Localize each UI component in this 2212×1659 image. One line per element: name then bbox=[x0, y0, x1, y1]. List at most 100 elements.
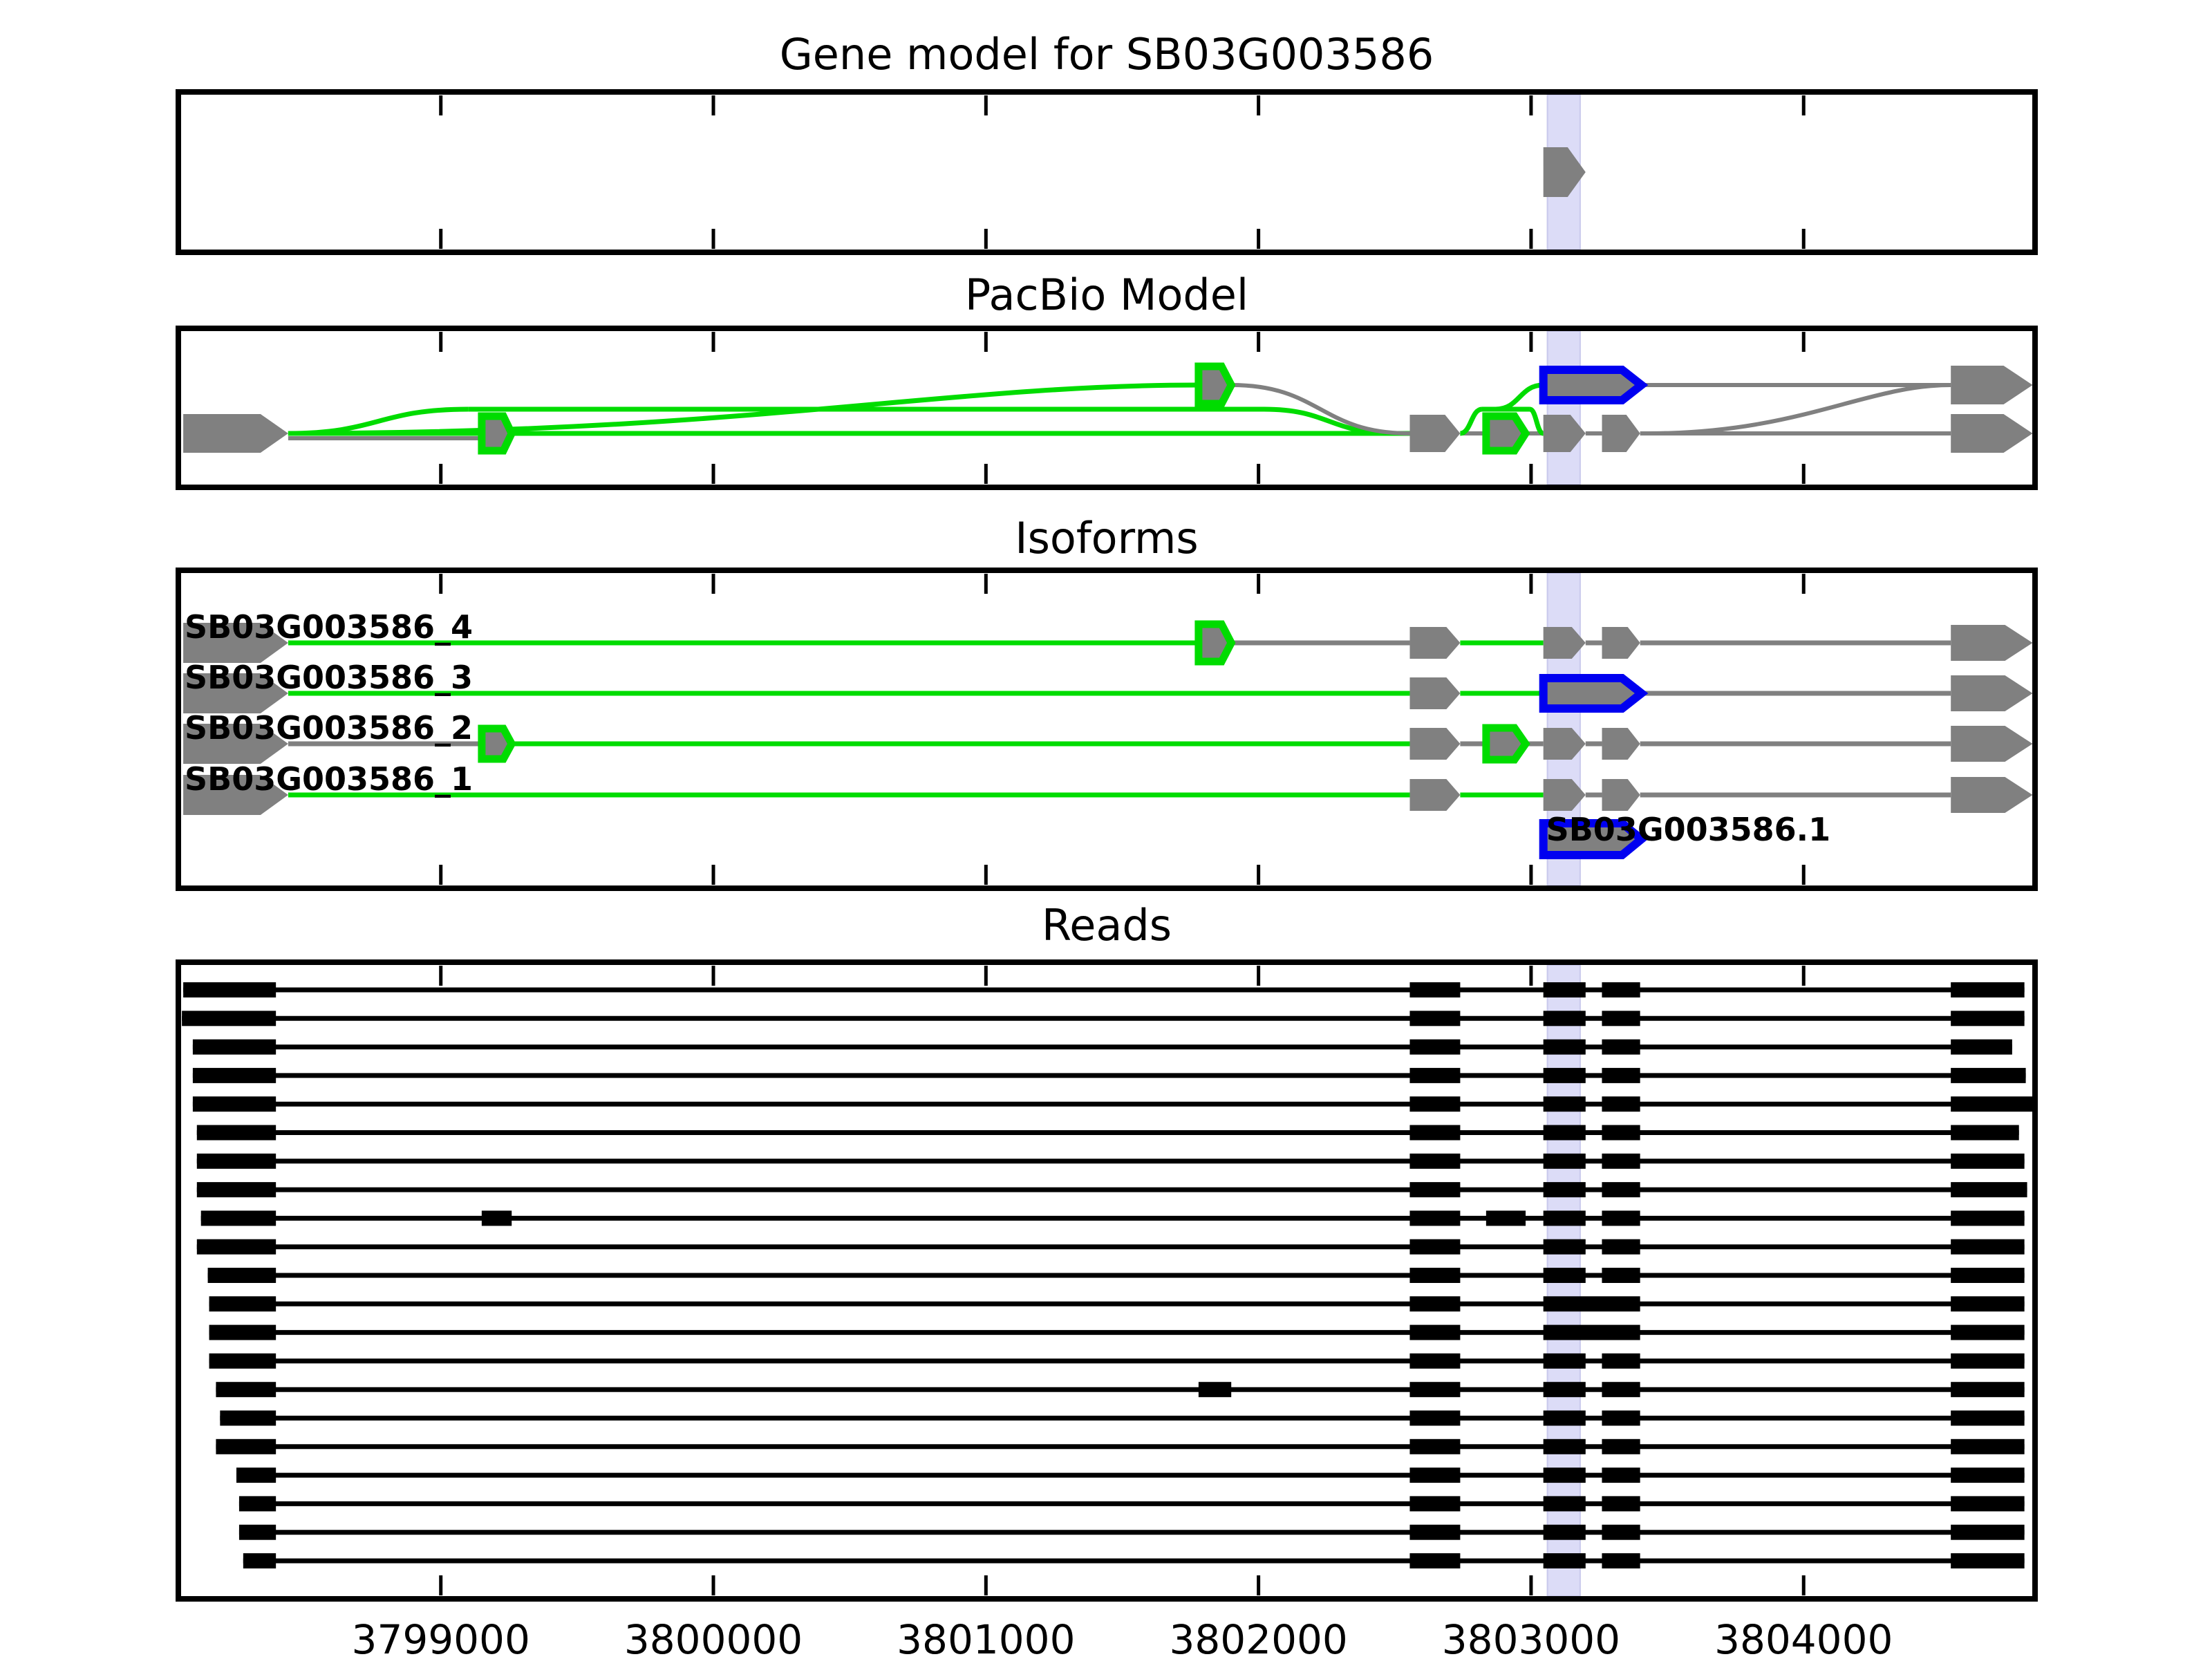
panel-title: PacBio Model bbox=[965, 270, 1248, 320]
read-exon bbox=[1543, 1039, 1586, 1055]
exon-arrow bbox=[1409, 779, 1461, 811]
exon-arrow bbox=[183, 775, 288, 815]
exon-arrow bbox=[183, 724, 288, 764]
read-exon bbox=[1409, 1210, 1461, 1226]
read-exon bbox=[1409, 1067, 1461, 1083]
read-exon bbox=[1409, 1182, 1461, 1198]
read-exon bbox=[1409, 1239, 1461, 1255]
read-exon bbox=[1951, 1382, 2025, 1398]
read-exon bbox=[1543, 982, 1586, 997]
read-row bbox=[209, 1353, 2025, 1369]
read-exon bbox=[192, 1067, 276, 1083]
green-outlined-exon-arrow bbox=[1194, 362, 1236, 408]
read-exon bbox=[1951, 1096, 2035, 1112]
exon-arrow bbox=[1543, 728, 1586, 760]
read-exon bbox=[238, 1524, 276, 1540]
read-exon bbox=[1602, 1524, 1640, 1540]
panel-gene_model bbox=[176, 89, 2038, 255]
read-row bbox=[238, 1496, 2025, 1512]
axis-tick-label: 3801000 bbox=[897, 1616, 1075, 1659]
exon-arrow bbox=[1409, 627, 1461, 659]
read-row bbox=[192, 1067, 2026, 1083]
blue-outlined-exon-arrow bbox=[1539, 366, 1649, 404]
exon-arrow bbox=[1951, 675, 2033, 711]
splice-curve bbox=[1648, 383, 1951, 435]
panel-title: Reads bbox=[1042, 900, 1172, 950]
isoform-label: SB03G003586_4 bbox=[185, 608, 473, 646]
exon-arrow bbox=[1602, 779, 1640, 811]
read-exon bbox=[1951, 1067, 2026, 1083]
read-exon bbox=[1602, 1153, 1640, 1169]
read-exon bbox=[1409, 1468, 1461, 1483]
read-exon bbox=[1409, 1324, 1461, 1340]
read-exon bbox=[196, 1182, 276, 1198]
read-exon bbox=[1951, 1182, 2027, 1198]
read-exon bbox=[1543, 1182, 1586, 1198]
exon-arrow bbox=[1409, 415, 1461, 452]
read-exon bbox=[1409, 1096, 1461, 1112]
read-exon bbox=[1951, 1410, 2025, 1426]
read-row bbox=[192, 1096, 2035, 1112]
axis-tick-label: 3799000 bbox=[352, 1616, 530, 1659]
read-row bbox=[196, 1125, 2019, 1141]
read-exon bbox=[183, 982, 276, 997]
read-exon bbox=[236, 1468, 276, 1483]
read-exon bbox=[209, 1353, 276, 1369]
read-exon bbox=[1409, 1410, 1461, 1426]
read-row bbox=[207, 1268, 2025, 1283]
isoform-label: SB03G003586.1 bbox=[1546, 811, 1830, 848]
read-exon bbox=[1543, 1239, 1586, 1255]
read-row bbox=[209, 1324, 2025, 1340]
isoform-label: SB03G003586_2 bbox=[185, 709, 473, 747]
isoform-row: SB03G003586_4 bbox=[183, 608, 2033, 666]
read-exon bbox=[1951, 1239, 2025, 1255]
read-exon bbox=[1543, 1268, 1586, 1283]
read-exon bbox=[1409, 1153, 1461, 1169]
read-exon bbox=[1951, 1268, 2025, 1283]
read-exon bbox=[196, 1125, 276, 1141]
green-outlined-exon-arrow bbox=[1194, 620, 1236, 666]
read-exon bbox=[216, 1438, 276, 1454]
exon-arrow bbox=[1543, 627, 1586, 659]
panel-title: Isoforms bbox=[1015, 513, 1198, 563]
isoform-row: SB03G003586_1 bbox=[183, 760, 2033, 815]
read-exon bbox=[1602, 1553, 1640, 1568]
read-exon bbox=[1602, 982, 1640, 997]
read-exon bbox=[1602, 1382, 1640, 1398]
read-exon bbox=[1409, 1296, 1461, 1312]
read-exon bbox=[200, 1210, 276, 1226]
panel-title: Gene model for SB03G003586 bbox=[780, 29, 1434, 79]
exon-arrow bbox=[1409, 728, 1461, 760]
axis-tick-label: 3800000 bbox=[624, 1616, 803, 1659]
read-row bbox=[182, 1011, 2025, 1027]
read-exon bbox=[196, 1239, 276, 1255]
read-row bbox=[243, 1553, 2025, 1568]
isoform-row: SB03G003586_3 bbox=[183, 659, 2033, 713]
read-exon bbox=[1409, 1524, 1461, 1540]
read-exon bbox=[1543, 1468, 1586, 1483]
read-exon bbox=[243, 1553, 276, 1568]
read-exon bbox=[1602, 1353, 1640, 1369]
read-row bbox=[183, 982, 2025, 997]
exon-arrow bbox=[1951, 726, 2033, 762]
read-exon bbox=[1951, 1524, 2025, 1540]
exon-arrow bbox=[1602, 728, 1640, 760]
read-row bbox=[238, 1524, 2025, 1540]
axis-tick-label: 3802000 bbox=[1169, 1616, 1347, 1659]
read-exon bbox=[1951, 1438, 2025, 1454]
splice-curve bbox=[1459, 406, 1483, 436]
read-exon bbox=[1543, 1553, 1586, 1568]
read-exon bbox=[1543, 1524, 1586, 1540]
read-exon bbox=[1951, 1496, 2025, 1512]
read-exon bbox=[1543, 1438, 1586, 1454]
read-exon bbox=[1602, 1496, 1640, 1512]
read-exon bbox=[1602, 1096, 1640, 1112]
read-exon bbox=[1951, 1210, 2025, 1226]
read-exon bbox=[1951, 1553, 2025, 1568]
panel-border bbox=[176, 89, 2038, 255]
read-row bbox=[196, 1239, 2025, 1255]
read-exon bbox=[1602, 1011, 1640, 1027]
isoform-label: SB03G003586_1 bbox=[185, 760, 473, 798]
read-exon bbox=[1602, 1210, 1640, 1226]
